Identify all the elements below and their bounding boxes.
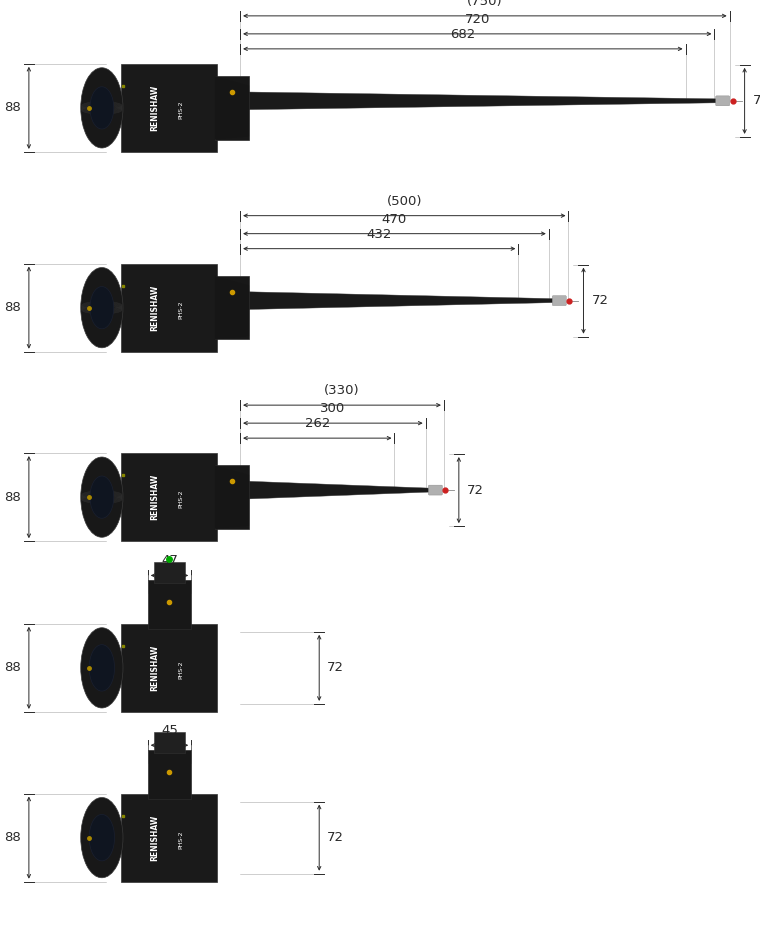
Polygon shape [249, 481, 429, 499]
Ellipse shape [90, 86, 114, 129]
Polygon shape [215, 465, 249, 529]
Ellipse shape [89, 814, 115, 861]
Polygon shape [215, 276, 249, 340]
FancyBboxPatch shape [121, 264, 217, 352]
Text: 88: 88 [4, 831, 21, 844]
FancyBboxPatch shape [215, 276, 249, 340]
Polygon shape [215, 76, 249, 140]
Text: 682: 682 [450, 28, 476, 41]
FancyBboxPatch shape [121, 624, 217, 712]
FancyBboxPatch shape [154, 732, 185, 752]
Text: 88: 88 [4, 101, 21, 114]
Text: 432: 432 [366, 228, 392, 241]
FancyBboxPatch shape [553, 295, 566, 306]
Ellipse shape [81, 457, 123, 537]
Text: PHS-2: PHS-2 [178, 830, 183, 849]
FancyBboxPatch shape [215, 76, 249, 140]
Text: 72: 72 [467, 484, 484, 496]
Ellipse shape [81, 628, 123, 708]
FancyBboxPatch shape [121, 453, 217, 541]
Text: RENISHAW: RENISHAW [150, 84, 159, 131]
Text: 72: 72 [328, 661, 344, 674]
FancyBboxPatch shape [429, 485, 442, 495]
Text: PHS-2: PHS-2 [178, 490, 183, 508]
Ellipse shape [81, 267, 123, 348]
Text: 47: 47 [161, 554, 178, 567]
Text: 88: 88 [4, 301, 21, 314]
Polygon shape [249, 92, 717, 110]
Text: RENISHAW: RENISHAW [150, 644, 159, 691]
Text: 72: 72 [328, 831, 344, 844]
Text: RENISHAW: RENISHAW [150, 814, 159, 861]
Text: 470: 470 [382, 213, 407, 226]
Ellipse shape [90, 286, 114, 329]
FancyBboxPatch shape [147, 580, 192, 628]
Text: PHS-2: PHS-2 [178, 300, 183, 319]
Ellipse shape [90, 476, 114, 519]
Text: PHS-2: PHS-2 [178, 100, 183, 119]
FancyBboxPatch shape [147, 749, 192, 798]
Ellipse shape [89, 644, 115, 691]
Text: 720: 720 [464, 13, 490, 26]
FancyBboxPatch shape [716, 96, 730, 106]
FancyBboxPatch shape [121, 794, 217, 882]
Text: 88: 88 [4, 491, 21, 504]
Text: (750): (750) [467, 0, 502, 8]
Ellipse shape [81, 68, 123, 148]
Text: RENISHAW: RENISHAW [150, 474, 159, 521]
FancyBboxPatch shape [215, 465, 249, 529]
FancyBboxPatch shape [154, 562, 185, 582]
Text: (500): (500) [387, 195, 422, 207]
Text: (330): (330) [325, 385, 359, 397]
Polygon shape [249, 292, 553, 310]
Text: RENISHAW: RENISHAW [150, 284, 159, 331]
Text: PHS-2: PHS-2 [178, 660, 183, 679]
FancyBboxPatch shape [121, 64, 217, 152]
Text: 45: 45 [161, 724, 178, 737]
Text: 72: 72 [591, 295, 609, 307]
Text: 72: 72 [752, 95, 760, 107]
Text: 262: 262 [305, 417, 330, 431]
Text: 300: 300 [320, 402, 346, 416]
Text: 88: 88 [4, 661, 21, 674]
Ellipse shape [81, 797, 123, 878]
